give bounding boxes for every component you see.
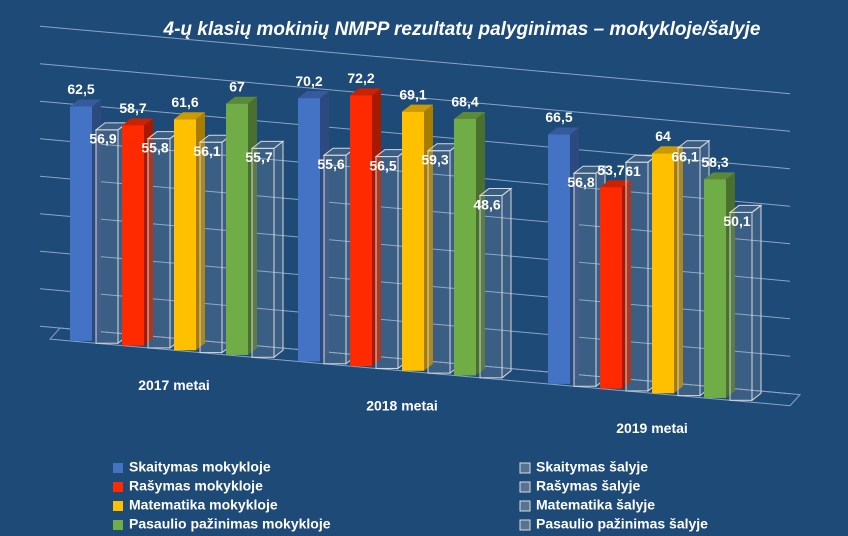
x-tick-label: 2017 metai — [138, 377, 210, 393]
data-label: 61 — [625, 163, 641, 179]
legend-label: Rašymas šalyje — [536, 478, 641, 494]
data-label: 61,6 — [171, 94, 198, 110]
bar-side — [501, 187, 512, 379]
bar — [147, 138, 171, 349]
bar — [704, 179, 726, 398]
bar-top — [226, 96, 257, 104]
chart-title: 4-ų klasių mokinių NMPP rezultatų palygi… — [163, 19, 761, 40]
bar — [122, 125, 144, 346]
bar-top — [298, 91, 329, 99]
data-label: 67 — [229, 78, 245, 94]
legend-label: Pasaulio pažinimas šalyje — [536, 516, 708, 532]
x-tick-label: 2018 metai — [366, 397, 438, 413]
bar — [677, 147, 701, 397]
bar — [402, 111, 424, 371]
bar-side — [751, 204, 762, 402]
legend-swatch — [113, 520, 123, 530]
floor — [48, 327, 802, 407]
legend-swatch — [519, 462, 531, 474]
legend-swatch — [519, 519, 531, 531]
data-label: 56,8 — [567, 174, 594, 190]
bar — [479, 195, 503, 379]
data-label: 55,7 — [245, 149, 272, 165]
legend-label: Pasaulio pažinimas mokykloje — [129, 516, 331, 532]
data-label: 69,1 — [399, 86, 426, 102]
bar — [199, 141, 223, 354]
bar-top — [174, 112, 205, 120]
grid-line — [39, 63, 791, 132]
bar-side — [273, 140, 284, 359]
bar — [375, 156, 399, 369]
bar-top — [548, 127, 579, 135]
bar-top — [704, 172, 735, 180]
bar — [573, 172, 597, 387]
bar — [600, 187, 622, 389]
bar — [427, 150, 451, 374]
legend-swatch — [113, 501, 123, 511]
bar-top — [600, 180, 631, 188]
data-label: 50,1 — [723, 213, 750, 229]
legend-swatch — [519, 481, 531, 493]
data-label: 55,6 — [317, 156, 344, 172]
legend-swatch — [519, 500, 531, 512]
bar — [298, 98, 320, 362]
bar — [729, 211, 753, 401]
data-label: 59,3 — [421, 151, 448, 167]
grid-line — [39, 25, 791, 95]
data-label: 55,8 — [141, 139, 168, 155]
data-label: 56,1 — [193, 143, 220, 159]
data-label: 53,7 — [597, 162, 624, 178]
data-label: 70,2 — [295, 73, 322, 89]
bar — [548, 134, 570, 384]
bar — [95, 129, 119, 344]
bar — [652, 153, 674, 394]
bar — [625, 161, 649, 392]
data-label: 68,4 — [451, 94, 478, 110]
bar — [323, 154, 347, 365]
legend-label: Matematika šalyje — [536, 497, 655, 513]
data-label: 58,3 — [701, 154, 728, 170]
bar — [70, 106, 92, 341]
bar-top — [122, 118, 153, 126]
x-tick-label: 2019 metai — [616, 420, 688, 436]
bar-top — [350, 88, 381, 96]
legend-label: Matematika mokykloje — [129, 497, 278, 513]
bar — [174, 119, 196, 351]
legend-label: Skaitymas šalyje — [536, 459, 648, 475]
bar-top — [402, 104, 433, 112]
data-label: 64 — [655, 128, 671, 144]
data-label: 56,9 — [89, 131, 116, 147]
legend-swatch — [113, 463, 123, 473]
data-label: 62,5 — [67, 81, 94, 97]
bar — [350, 95, 372, 367]
bar — [251, 147, 275, 358]
data-label: 48,6 — [473, 196, 500, 212]
bar — [226, 103, 248, 355]
data-label: 72,2 — [347, 70, 374, 86]
data-label: 56,5 — [369, 157, 396, 173]
bar-top — [70, 99, 101, 107]
legend-swatch — [113, 482, 123, 492]
bar-top — [652, 146, 683, 154]
legend-label: Skaitymas mokykloje — [129, 459, 271, 475]
data-label: 66,5 — [545, 109, 572, 125]
data-label: 66,1 — [671, 148, 698, 164]
bar — [454, 118, 476, 376]
bar-top — [454, 111, 485, 119]
legend-label: Rašymas mokykloje — [129, 478, 263, 494]
data-label: 58,7 — [119, 100, 146, 116]
